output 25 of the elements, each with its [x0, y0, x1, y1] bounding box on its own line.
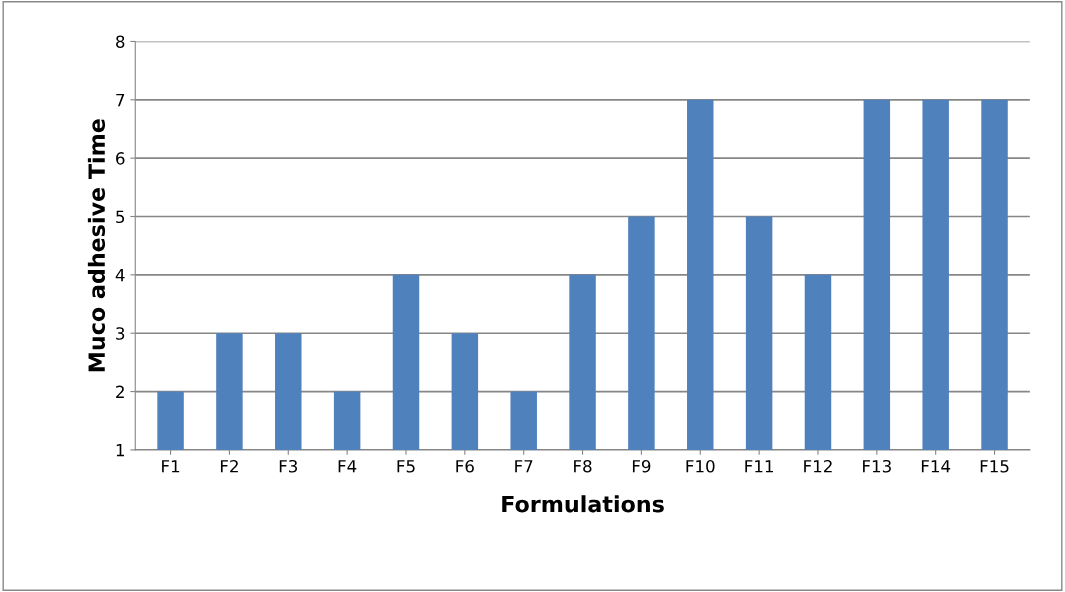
x-tick-label: F1 [162, 460, 180, 473]
x-tick-label: F5 [397, 460, 415, 473]
x-tick-label: F13 [863, 459, 891, 473]
y-tick-label: 7 [116, 93, 125, 107]
x-tick-label: F6 [456, 459, 474, 473]
x-tick-label: F10 [686, 459, 715, 473]
x-tick-label: F4 [338, 460, 357, 473]
x-tick-label: F3 [279, 459, 298, 473]
x-tick-label: F8 [574, 459, 592, 473]
y-tick-label: 1 [116, 444, 124, 457]
y-tick-label: 6 [116, 152, 125, 165]
y-tick-label: 5 [116, 210, 125, 224]
y-axis-title: Muco adhesive Time [87, 119, 106, 372]
y-tick-label: 2 [116, 385, 124, 398]
x-tick-label: F2 [220, 459, 238, 473]
x-tick-label: F14 [921, 460, 951, 473]
y-tick-label: 3 [116, 327, 125, 340]
x-tick-label: F7 [515, 460, 533, 473]
y-tick-label: 4 [115, 269, 125, 282]
x-tick-label: F11 [745, 460, 773, 473]
x-tick-label: F9 [632, 459, 651, 473]
x-tick-label: F15 [980, 460, 1009, 473]
x-tick-label: F12 [804, 459, 832, 473]
x-axis-title: Formulations [502, 495, 664, 513]
y-tick-label: 8 [116, 35, 125, 49]
